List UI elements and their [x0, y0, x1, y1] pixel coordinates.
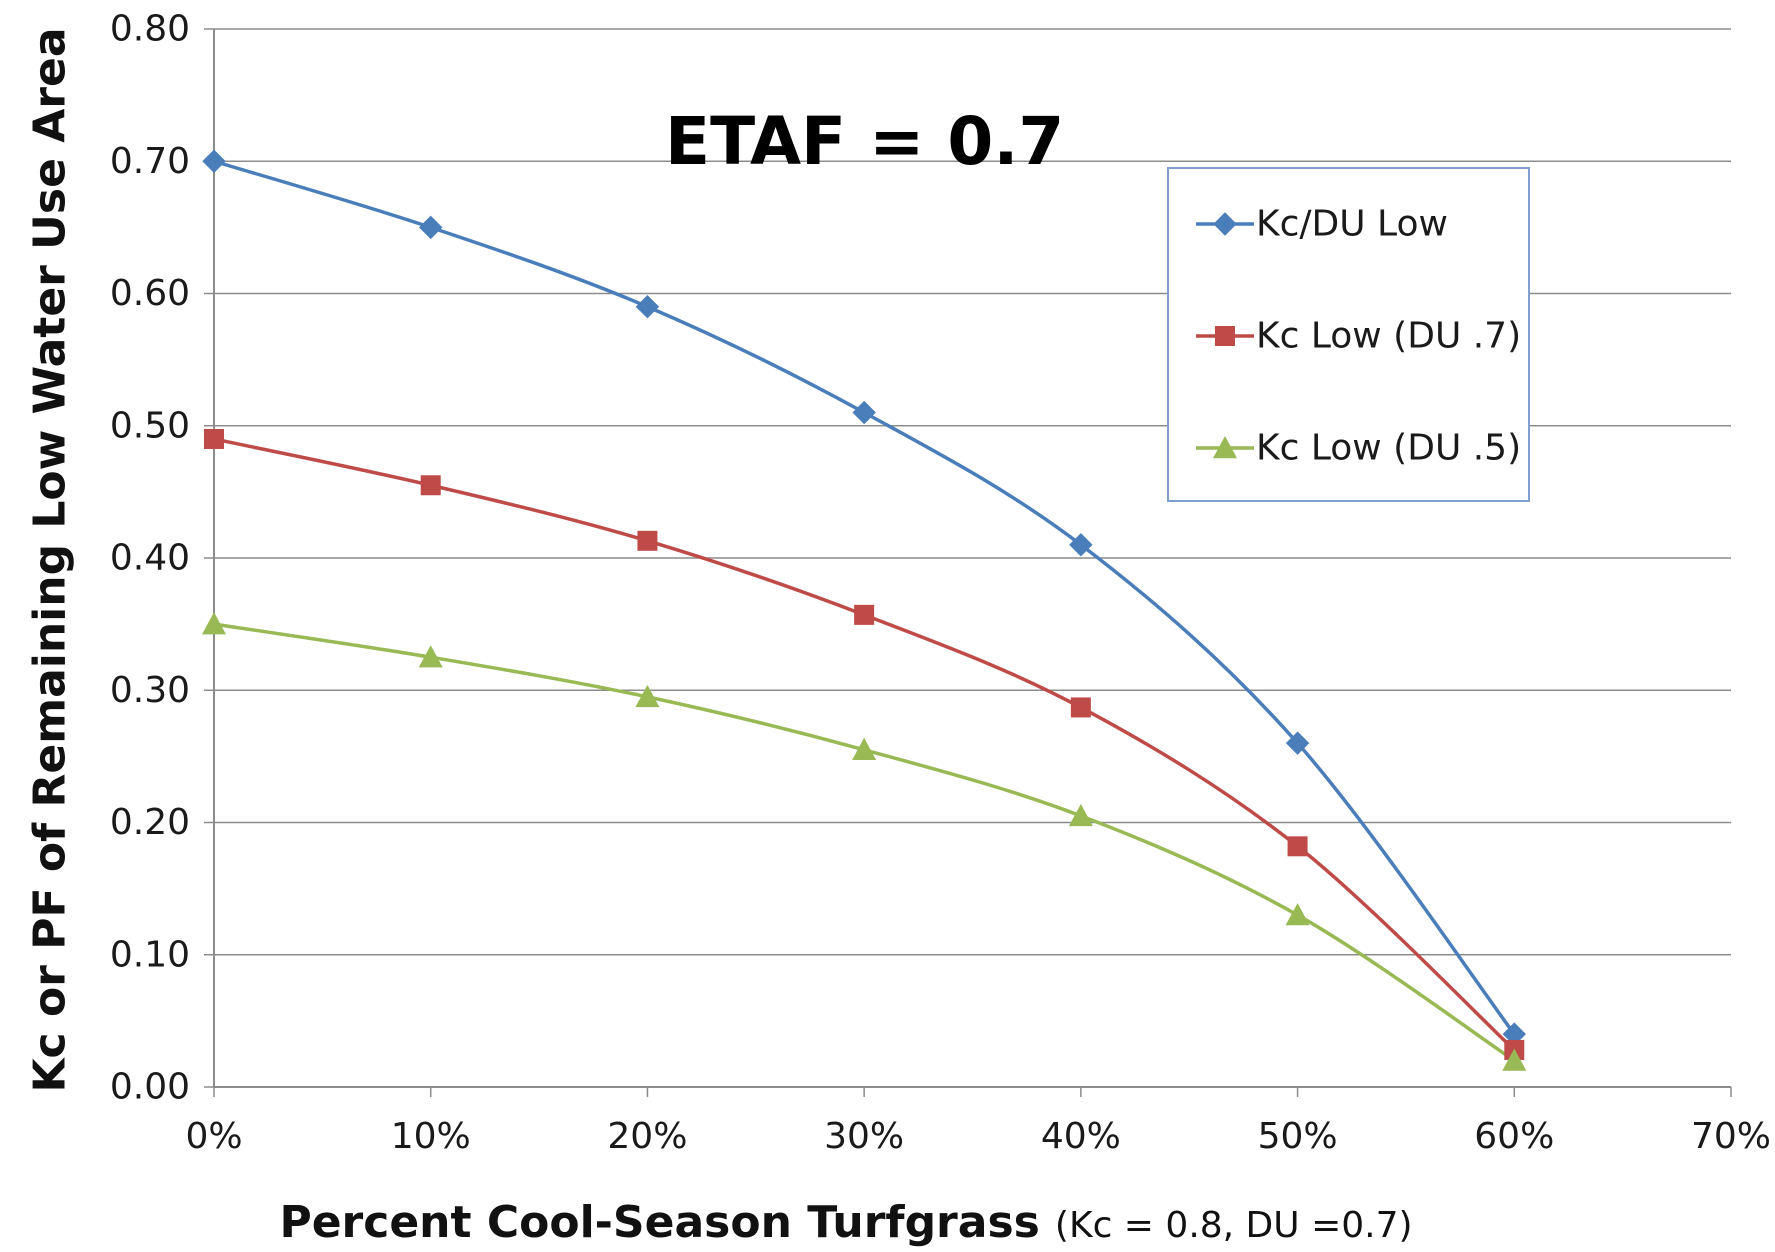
- y-axis-title: Kc or PF of Remaining Low Water Use Area: [25, 27, 76, 1092]
- x-tick-label: 70%: [1691, 1116, 1771, 1157]
- data-point: [420, 475, 441, 496]
- y-tick-label: 0.80: [110, 9, 190, 50]
- x-tick-label: 60%: [1474, 1116, 1554, 1157]
- x-axis-note: (Kc = 0.8, DU =0.7): [1055, 1205, 1413, 1246]
- data-point: [1285, 903, 1310, 926]
- x-tick-label: 30%: [824, 1116, 904, 1157]
- data-markers: [202, 149, 1527, 1071]
- y-axis-title-group: Kc or PF of Remaining Low Water Use Area: [25, 27, 76, 1092]
- data-point: [1285, 731, 1310, 755]
- x-tick-label: 20%: [607, 1116, 687, 1157]
- data-point: [202, 149, 226, 173]
- y-tick-label: 0.50: [110, 405, 190, 446]
- y-tick-label: 0.70: [110, 141, 190, 182]
- x-tick-label: 50%: [1258, 1116, 1338, 1157]
- data-point: [635, 684, 660, 708]
- legend-label: Kc Low (DU .5): [1256, 428, 1521, 469]
- data-point: [1070, 697, 1091, 718]
- data-point: [1069, 533, 1093, 557]
- data-point: [852, 737, 877, 760]
- gridlines: [214, 28, 1731, 956]
- data-point: [419, 215, 443, 240]
- legend-label: Kc/DU Low: [1256, 204, 1448, 245]
- data-point: [635, 295, 660, 319]
- data-point: [1068, 803, 1093, 827]
- legend-marker: [1215, 326, 1235, 346]
- y-tick-label: 0.10: [110, 934, 190, 975]
- x-axis-title-group: Percent Cool-Season Turfgrass (Kc = 0.8,…: [279, 1197, 1412, 1247]
- data-point: [852, 400, 876, 425]
- legend-label: Kc Low (DU .7): [1256, 316, 1521, 357]
- data-point: [1287, 836, 1308, 857]
- y-tick-label: 0.40: [110, 538, 190, 579]
- data-point: [637, 530, 658, 551]
- y-tick-label: 0.20: [110, 802, 190, 843]
- data-point: [202, 612, 226, 635]
- data-point: [854, 604, 875, 625]
- y-tick-label: 0.60: [110, 273, 190, 314]
- y-tick-label: 0.00: [110, 1067, 190, 1108]
- axes: [204, 28, 1732, 1097]
- x-axis-title: Percent Cool-Season Turfgrass: [279, 1197, 1039, 1247]
- data-point: [1502, 1048, 1527, 1071]
- x-tick-label: 0%: [185, 1116, 242, 1157]
- chart-annotation: ETAF = 0.7: [665, 103, 1064, 180]
- tick-labels: 0.00 0.10 0.20 0.30 0.40 0.50 0.60 0.70 0.80 0% 10…: [110, 9, 1771, 1158]
- data-point: [418, 645, 443, 668]
- legend-marker: [1213, 212, 1237, 236]
- x-tick-label: 10%: [391, 1116, 471, 1157]
- x-tick-label: 40%: [1041, 1116, 1121, 1157]
- legend-marker: [1213, 436, 1237, 459]
- data-point: [204, 428, 224, 449]
- y-tick-label: 0.30: [110, 670, 190, 711]
- legend: Kc/DU Low Kc Low (DU .7) Kc Low (DU .5): [1167, 167, 1530, 502]
